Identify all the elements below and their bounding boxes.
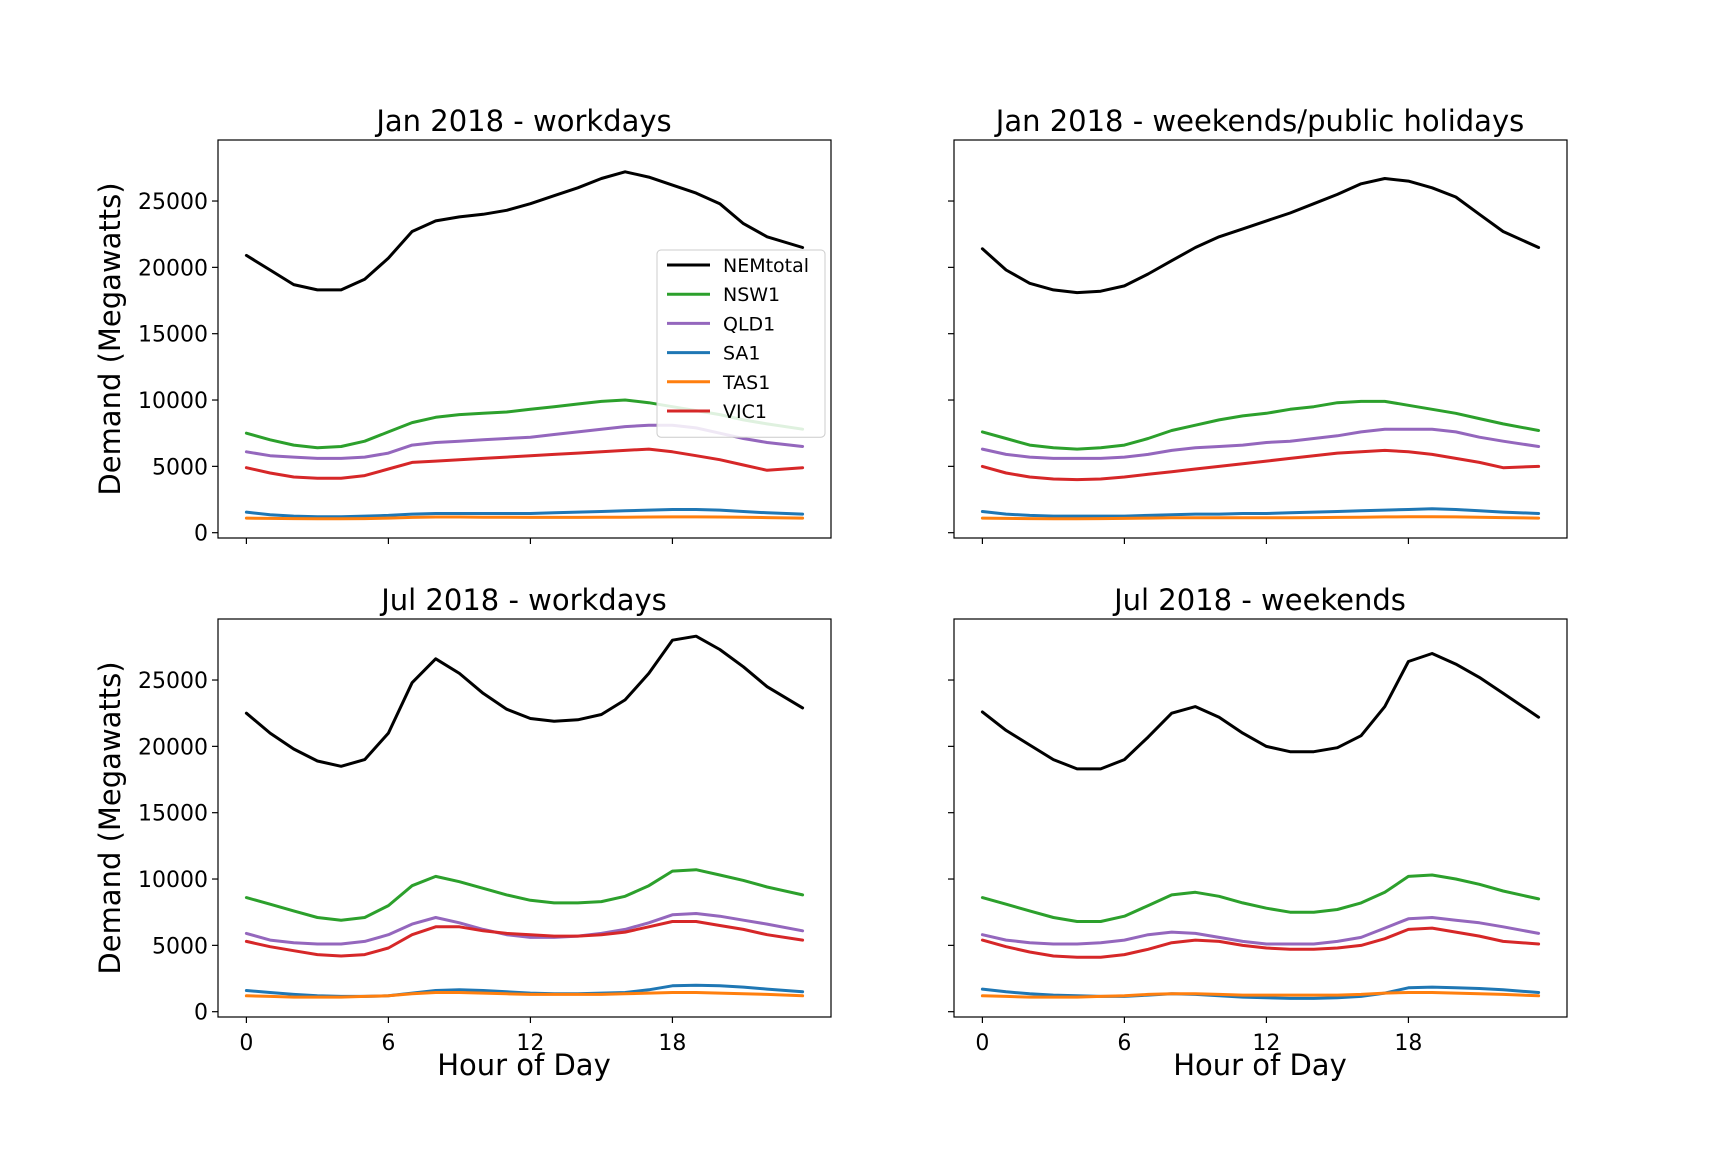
series-line-nsw1	[244, 868, 805, 922]
plot-marks	[244, 634, 805, 999]
plot-frame	[217, 618, 832, 1018]
y-tick-label: 20000	[138, 256, 208, 281]
series-line-qld1	[980, 916, 1541, 946]
legend-label: NSW1	[723, 284, 780, 306]
plot-frame	[953, 139, 1568, 539]
series-line-nsw1	[980, 399, 1541, 451]
x-tick-label: 6	[1117, 1031, 1131, 1056]
x-tick-label: 12	[1252, 1031, 1280, 1056]
y-tick-label: 10000	[138, 389, 208, 414]
plot-marks	[980, 652, 1541, 1000]
y-tick-label: 0	[194, 1001, 208, 1026]
subplot-jan-workdays: Jan 2018 - workdays Demand (Megawatts) N…	[93, 104, 832, 547]
series-line-nemtotal	[244, 170, 805, 292]
series-line-tas1	[244, 991, 805, 999]
x-axis-label: Hour of Day	[1173, 1048, 1347, 1082]
legend-label: QLD1	[723, 313, 775, 335]
subplot-jan-weekends: Jan 2018 - weekends/public holidays	[948, 104, 1568, 544]
subplot-title: Jul 2018 - weekends	[1112, 583, 1406, 617]
plot-marks	[980, 177, 1541, 521]
y-tick-label: 0	[194, 522, 208, 547]
series-line-qld1	[244, 912, 805, 946]
series-line-nemtotal	[980, 652, 1541, 771]
series-line-vic1	[980, 926, 1541, 959]
series-line-nemtotal	[244, 634, 805, 768]
x-tick-label: 0	[975, 1031, 989, 1056]
legend-label: TAS1	[722, 372, 770, 394]
x-tick-label: 0	[239, 1031, 253, 1056]
y-tick-label: 5000	[152, 934, 208, 959]
series-line-sa1	[244, 508, 805, 519]
series-line-vic1	[244, 447, 805, 480]
subplot-jul-workdays: Jul 2018 - workdays Demand (Megawatts) H…	[93, 583, 832, 1082]
y-tick-label: 15000	[138, 802, 208, 827]
legend-label: VIC1	[723, 401, 767, 423]
legend-box	[656, 249, 826, 438]
x-tick-label: 18	[658, 1031, 686, 1056]
series-line-tas1	[244, 515, 805, 521]
series-line-nsw1	[980, 873, 1541, 923]
plot-frame	[953, 618, 1568, 1018]
series-line-tas1	[980, 515, 1541, 521]
x-tick-label: 6	[381, 1031, 395, 1056]
y-tick-label: 20000	[138, 735, 208, 760]
series-line-vic1	[244, 920, 805, 958]
subplot-title: Jan 2018 - weekends/public holidays	[994, 104, 1524, 138]
subplot-title: Jan 2018 - workdays	[374, 104, 671, 138]
plot-frame	[217, 139, 832, 539]
y-tick-label: 15000	[138, 323, 208, 348]
series-line-vic1	[980, 448, 1541, 482]
series-line-sa1	[980, 507, 1541, 518]
series-line-tas1	[980, 991, 1541, 999]
series-line-nemtotal	[980, 177, 1541, 295]
y-axis-label: Demand (Megawatts)	[93, 182, 127, 495]
x-axis-label: Hour of Day	[437, 1048, 611, 1082]
series-line-qld1	[980, 427, 1541, 460]
legend-label: NEMtotal	[723, 255, 809, 277]
y-tick-label: 5000	[152, 455, 208, 480]
y-tick-label: 25000	[138, 190, 208, 215]
y-tick-label: 25000	[138, 669, 208, 694]
y-tick-label: 10000	[138, 868, 208, 893]
x-tick-label: 18	[1394, 1031, 1422, 1056]
legend-label: SA1	[723, 343, 761, 365]
subplot-title: Jul 2018 - workdays	[379, 583, 667, 617]
legend: NEMtotal NSW1 QLD1 SA1 TAS1 VIC1	[656, 249, 826, 438]
y-axis-label: Demand (Megawatts)	[93, 661, 127, 974]
x-tick-label: 12	[516, 1031, 544, 1056]
subplot-jul-weekends: Jul 2018 - weekends Hour of Day 0 6 12 18	[948, 583, 1568, 1082]
